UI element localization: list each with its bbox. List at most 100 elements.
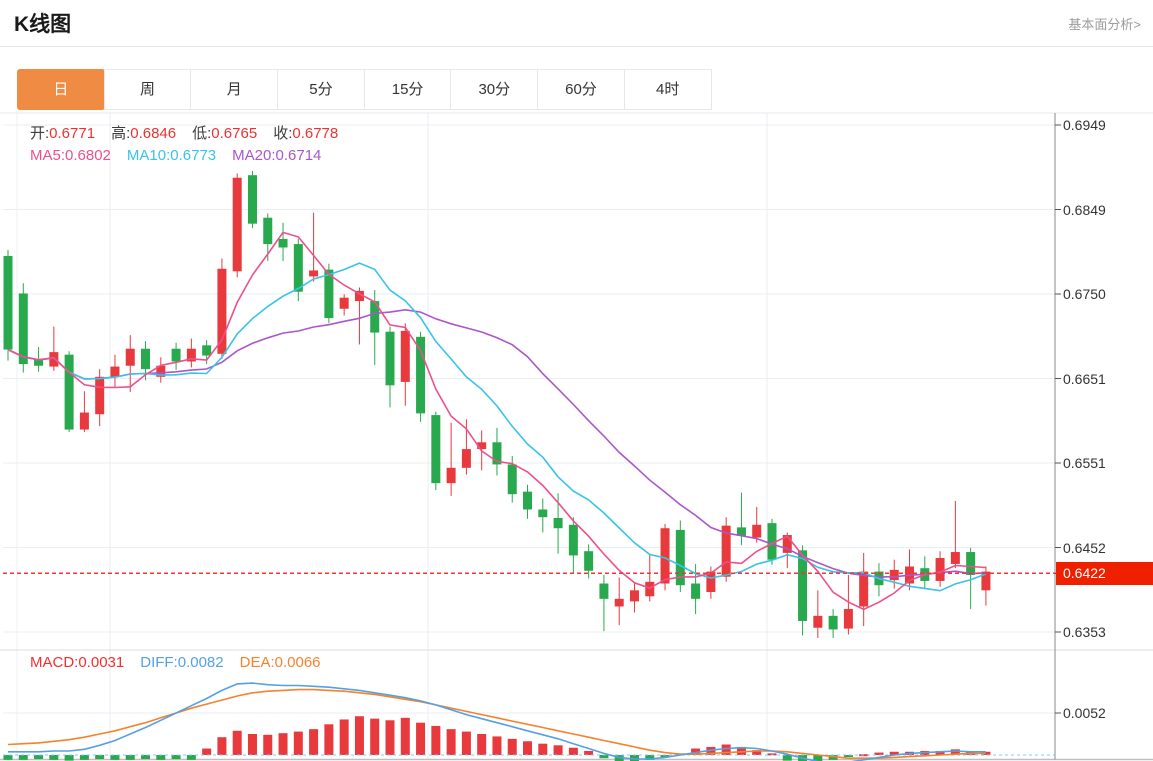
macd-bar-up [721,744,731,755]
macd-bar-up [767,753,777,756]
candle-body [767,523,777,560]
candle-body [49,352,59,367]
current-price-tag: 0.6422 [1056,562,1153,586]
price-tick-6: 0.6353 [1063,624,1106,640]
macd-bar-up [691,748,701,755]
legend-macd-label-1: DIFF: [140,654,178,671]
legend-macd-value-0: 0.0031 [78,654,125,671]
macd-bar-down [3,755,13,760]
candle-body [95,376,105,415]
candle-body [477,442,487,450]
candle-body [34,358,44,366]
macd-bar-down [645,755,655,760]
macd-bar-up [400,717,410,755]
tab-m60[interactable]: 60分 [537,69,625,110]
candle-body [247,175,257,224]
candle-body [446,467,456,484]
macd-bar-up [293,731,303,755]
ma10-line [7,262,987,592]
page-title: K线图 [14,13,72,36]
macd-bar-down [813,755,823,761]
macd-bar-up [247,734,257,755]
diff-line [8,682,986,761]
macd-bar-down [782,755,792,761]
macd-bar-up [981,751,991,755]
ma5-line [7,231,986,611]
candle-body [18,293,28,365]
macd-bar-down [599,755,609,759]
tab-m30[interactable]: 30分 [450,69,539,110]
candle-body [324,269,334,319]
candle-body [156,365,166,377]
legend-ohlc-value-3: 0.6778 [292,125,339,142]
macd-bar-down [843,755,853,757]
candle-body [629,590,639,602]
macd-bar-up [278,733,288,755]
macd-bar-down [18,755,28,760]
legend-ma-value-1: 0.6773 [170,147,217,164]
candle-body [889,569,899,581]
legend-ohlc-label-2: 低: [192,125,212,142]
tab-h4[interactable]: 4时 [623,69,712,110]
candle-body [584,551,594,571]
legend-ohlc-label-3: 收: [273,125,293,142]
candle-body [217,268,227,354]
candle-body [721,525,731,577]
candle-body [935,557,945,581]
macd-bar-down [110,755,120,760]
candle-body [813,615,823,628]
candle-body [202,345,212,356]
legend-ma-value-0: 0.6802 [65,147,111,164]
candle-body [691,583,701,599]
candle-body [966,552,976,576]
macd-bar-up [477,734,487,755]
ma20-line [7,308,986,578]
macd-bar-up [889,751,899,755]
candle-body [354,290,364,302]
candle-body [232,177,242,272]
tab-day[interactable]: 日 [17,69,105,110]
macd-bar-up [935,750,945,755]
candle-body [64,354,74,430]
tab-month[interactable]: 月 [190,69,279,110]
legend-ohlc-value-2: 0.6765 [211,125,258,142]
legend-ohlc-value-1: 0.6846 [130,125,177,142]
tab-m5[interactable]: 5分 [277,69,365,110]
candle-body [263,217,273,245]
macd-bar-down [95,755,105,760]
candle-body [660,528,670,584]
price-tick-2: 0.6750 [1063,286,1106,302]
tab-m15[interactable]: 15分 [363,69,452,110]
macd-bar-up [461,731,471,755]
fundamental-analysis-link[interactable]: 基本面分析> [1068,17,1141,32]
macd-bar-up [507,738,517,755]
candle-body [400,330,410,382]
legend-macd-label-2: DEA: [239,654,275,671]
macd-bar-up [874,752,884,755]
candle-body [416,336,426,414]
legend-macd-value-1: 0.0082 [177,654,224,671]
candle-body [431,415,441,484]
candle-body [538,509,548,518]
macd-bar-down [660,755,670,758]
period-tabbar: 日周月 5分 15分 30分 60分 4时 [17,69,712,110]
macd-bar-up [538,743,548,755]
macd-bar-down [141,755,151,760]
ohlc-legend: 开:0.6771 高:0.6846 低:0.6765 收:0.6778 [30,122,354,143]
price-tick-0: 0.6949 [1063,117,1106,133]
candle-body [309,270,319,277]
macd-bar-down [34,755,44,760]
macd-legend: MACD:0.0031 DIFF:0.0082 DEA:0.0066 [30,654,337,671]
tab-week[interactable]: 周 [103,69,192,110]
legend-ohlc-label-1: 高: [111,125,131,142]
candle-body [798,550,808,621]
macd-bar-down [156,755,166,760]
price-tick-4: 0.6551 [1063,455,1106,471]
macd-bar-up [309,729,319,755]
legend-macd-label-0: MACD: [30,654,79,671]
macd-bar-up [568,747,578,755]
macd-bar-up [385,720,395,755]
macd-bar-up [217,737,227,755]
